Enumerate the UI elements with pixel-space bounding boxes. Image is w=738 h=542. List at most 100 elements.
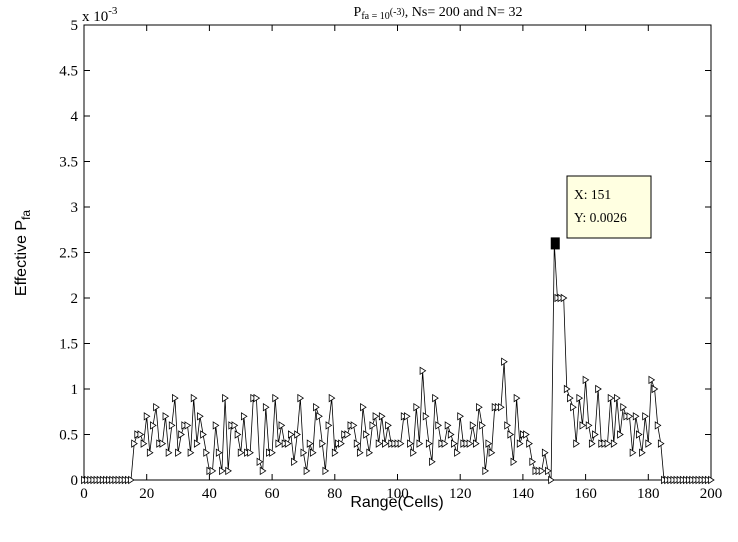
data-point <box>212 421 220 430</box>
data-point <box>350 421 358 430</box>
y-tick-label: 1.5 <box>59 337 78 353</box>
data-point <box>262 402 270 412</box>
data-point <box>128 475 135 485</box>
data-point <box>306 439 314 448</box>
title-p: P <box>354 5 362 20</box>
data-point <box>366 448 374 457</box>
data-point <box>563 384 571 394</box>
data-point <box>288 430 295 439</box>
data-point <box>269 448 276 457</box>
data-point <box>485 439 493 448</box>
data-point <box>272 393 279 403</box>
title-superscript: (-3) <box>390 7 405 18</box>
data-point <box>168 421 176 430</box>
data-point <box>219 466 226 476</box>
data-point <box>469 421 477 430</box>
data-point <box>253 393 261 403</box>
data-point <box>313 402 320 412</box>
x-axis-label: Range(Cells) <box>350 494 443 511</box>
data-point <box>441 439 449 448</box>
datatip-y-text: Y: 0.0026 <box>574 210 627 225</box>
data-point <box>482 466 490 476</box>
y-exponent-label: x 10-3 <box>82 5 118 25</box>
data-point <box>284 439 292 448</box>
data-point <box>573 439 580 448</box>
data-point <box>416 439 424 448</box>
data-point <box>510 457 518 467</box>
data-point <box>363 430 370 439</box>
data-point <box>331 448 339 457</box>
data-point <box>560 293 568 303</box>
data-point <box>570 402 577 412</box>
data-point <box>146 448 154 457</box>
y-tick-label: 2 <box>71 291 79 307</box>
data-point <box>504 421 511 430</box>
x-tick-label: 80 <box>327 486 342 502</box>
data-point <box>297 393 305 403</box>
data-point <box>498 402 505 412</box>
data-point <box>303 466 311 476</box>
x-tick-label: 40 <box>202 486 217 502</box>
data-point <box>620 402 627 412</box>
data-point <box>378 412 386 421</box>
y-tick-label: 0 <box>71 473 79 489</box>
data-point <box>635 430 643 439</box>
data-point <box>579 421 587 430</box>
data-point <box>165 448 173 457</box>
data-point <box>275 439 283 448</box>
data-point <box>197 412 204 421</box>
data-point <box>454 448 461 457</box>
data-point <box>526 439 533 448</box>
data-point <box>222 393 229 403</box>
data-point <box>322 466 330 476</box>
data-point <box>178 430 185 439</box>
data-point <box>626 412 634 421</box>
data-point <box>338 439 345 448</box>
y-axis-label-main: Effective P <box>13 220 30 296</box>
axis-ticks: 0 20 40 60 80 100 120 140 160 180 200 0 0.5 1 1.5 2 2.5 3… <box>59 18 722 502</box>
data-point <box>159 439 167 448</box>
data-point <box>187 448 195 457</box>
data-point <box>429 457 436 467</box>
y-tick-label: 2.5 <box>59 246 78 262</box>
data-point <box>529 457 537 467</box>
data-point <box>190 393 198 403</box>
data-point <box>153 402 160 412</box>
data-point <box>447 430 455 439</box>
data-point <box>432 393 439 403</box>
y-tick-label: 0.5 <box>59 428 78 444</box>
data-point <box>356 448 364 457</box>
data-point <box>184 421 192 430</box>
chart-title: Pfa = 10(-3), Ns= 200 and N= 32 <box>354 5 523 22</box>
data-point <box>360 402 367 412</box>
data-point <box>645 439 653 448</box>
data-point <box>708 475 715 485</box>
y-tick-label: 3 <box>71 200 79 216</box>
data-point <box>193 439 201 448</box>
y-tick-label: 4.5 <box>59 64 78 80</box>
data-point <box>513 393 521 403</box>
y-axis-label-subscript: fa <box>19 210 33 220</box>
data-point <box>131 439 138 448</box>
data-point <box>654 421 662 430</box>
data-point <box>457 412 464 421</box>
data-point <box>353 439 361 448</box>
datatip-marker[interactable] <box>550 237 560 250</box>
data-point <box>472 439 480 448</box>
x-tick-label: 160 <box>574 486 597 502</box>
data-point <box>319 439 327 448</box>
data-point <box>629 448 637 457</box>
data-point <box>648 375 656 385</box>
data-point <box>140 439 148 448</box>
data-point <box>595 384 602 394</box>
data-point <box>548 475 555 485</box>
data-point <box>476 402 483 412</box>
y-tick-label: 1 <box>71 382 79 398</box>
data-point <box>614 393 621 403</box>
data-point <box>300 448 308 457</box>
data-point <box>410 448 417 457</box>
data-point <box>175 448 182 457</box>
data-point <box>150 421 157 430</box>
data-point <box>369 421 377 430</box>
data-point <box>610 439 618 448</box>
